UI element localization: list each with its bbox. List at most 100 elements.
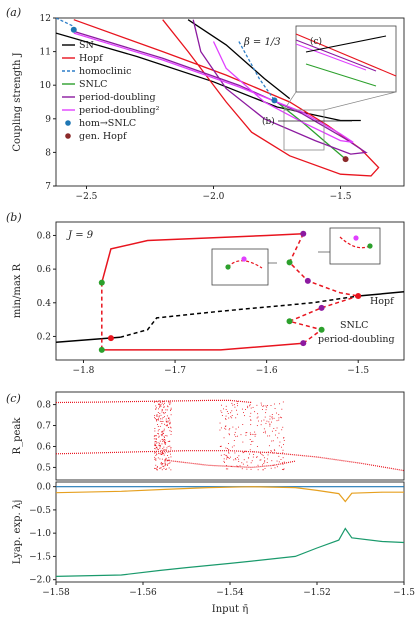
- panel-c-point: [163, 450, 165, 452]
- panel-c-point: [155, 435, 157, 437]
- panel-c-point: [163, 406, 165, 408]
- panel-c-point: [276, 412, 277, 414]
- panel-c-point: [282, 426, 284, 428]
- panel-a-ytick-label: 7: [45, 182, 51, 192]
- panel-c-point: [162, 453, 164, 454]
- panel-b-series-max-stable: [101, 233, 304, 283]
- panel-c-point: [154, 435, 156, 437]
- panel-c-point: [243, 459, 245, 461]
- panel-c-point: [282, 401, 284, 403]
- panel-a-ytick-label: 8: [45, 148, 51, 158]
- panel-c-point: [153, 444, 155, 446]
- panel-c-point: [158, 403, 159, 405]
- panel-c-point: [163, 446, 165, 448]
- panel-a-zoom-connector: [283, 91, 297, 111]
- panel-a: 7 8 9 10 11 12 −2.5 −2.0 −1.5 Coupling strength J…: [12, 14, 405, 202]
- panel-c-point: [158, 419, 159, 421]
- panel-c-point: [162, 440, 164, 442]
- panel-c-ytick-label: 0.7: [37, 422, 52, 432]
- panel-c-point: [225, 425, 227, 427]
- panel-c-point: [275, 434, 276, 436]
- panel-c-point: [236, 401, 238, 403]
- panel-c-point: [257, 420, 259, 422]
- panel-a-legend-marker: [65, 133, 71, 139]
- panel-c-point: [155, 438, 157, 440]
- panel-a-inset-line: [305, 35, 387, 53]
- panel-a-marker: [271, 97, 278, 104]
- panel-b-ylabel: min/max R: [12, 263, 23, 318]
- panel-c-point: [242, 452, 244, 454]
- panel-c-point: [225, 415, 227, 417]
- panel-c-point: [221, 415, 223, 416]
- panel-c-point: [237, 405, 239, 407]
- panel-c-point: [231, 417, 233, 419]
- panel-d-xtick-label: −1.56: [129, 588, 157, 598]
- panel-c-point: [153, 401, 155, 403]
- panel-c-point: [159, 405, 161, 407]
- panel-c-point: [158, 453, 160, 455]
- panel-c-point: [159, 458, 161, 460]
- panel-c-point: [240, 434, 242, 436]
- panel-c-point: [271, 430, 273, 432]
- panel-c-point: [257, 469, 259, 471]
- panel-c-point: [167, 421, 169, 423]
- panel-c-point: [158, 403, 160, 405]
- panel-a-ytick-label: 10: [40, 81, 52, 91]
- panel-d-xtick-label: −1.5: [393, 588, 415, 598]
- panel-c-point: [165, 435, 167, 436]
- panel-c-point: [227, 457, 229, 458]
- panel-a-marker: [70, 26, 77, 33]
- panel-c-point: [236, 413, 238, 415]
- panel-c-ylabel: R_peak: [12, 417, 23, 455]
- panel-c-point: [153, 435, 155, 437]
- panel-c-point: [170, 409, 172, 410]
- panel-d-xlabel: Input η̄: [212, 604, 248, 615]
- panel-c-point: [159, 405, 161, 407]
- panel-c-point: [250, 407, 252, 409]
- panel-c-point: [261, 420, 262, 422]
- panel-c-point: [159, 447, 161, 449]
- panel-c-point: [158, 408, 159, 410]
- panel-c-point: [164, 437, 165, 438]
- panel-c-point: [169, 423, 171, 425]
- panel-c-point: [163, 406, 165, 408]
- panel-c-point: [154, 417, 155, 419]
- panel-c-point: [163, 440, 164, 442]
- panel-c-point: [161, 409, 163, 411]
- panel-c-point: [165, 464, 167, 466]
- panel-c-point: [169, 430, 171, 432]
- panel-c-point: [163, 428, 165, 430]
- panel-b-marker: [98, 346, 105, 353]
- panel-c-point: [264, 461, 266, 463]
- panel-c-point: [228, 417, 230, 419]
- panel-c-point: [161, 458, 163, 460]
- panel-label-a: (a): [6, 6, 21, 19]
- panel-c-point: [256, 446, 258, 447]
- panel-c-point: [259, 451, 261, 453]
- panel-c-point: [162, 438, 164, 440]
- panel-c-point: [264, 468, 266, 469]
- panel-c-point: [164, 461, 166, 463]
- panel-c-point: [162, 453, 163, 455]
- panel-c-point: [159, 467, 161, 469]
- panel-c-point: [233, 459, 235, 461]
- panel-c-point: [161, 418, 163, 420]
- panel-b-ytick-label: 0.2: [37, 332, 51, 342]
- panel-c-point: [265, 422, 267, 424]
- panel-c-point: [161, 453, 163, 455]
- panel-c-point: [161, 433, 163, 435]
- panel-c-point: [164, 459, 166, 461]
- panel-c-point: [163, 454, 165, 456]
- panel-c-point: [262, 455, 264, 457]
- panel-c-point: [166, 409, 168, 411]
- panel-c-point: [157, 412, 159, 413]
- panel-c-point: [232, 426, 234, 428]
- panel-c-point: [155, 408, 157, 410]
- panel-c-point: [156, 447, 158, 448]
- panel-c-point: [170, 414, 172, 416]
- panel-c-point: [161, 452, 163, 454]
- panel-c-point: [168, 427, 169, 428]
- panel-c-point: [269, 415, 271, 417]
- panel-c-point: [156, 401, 158, 403]
